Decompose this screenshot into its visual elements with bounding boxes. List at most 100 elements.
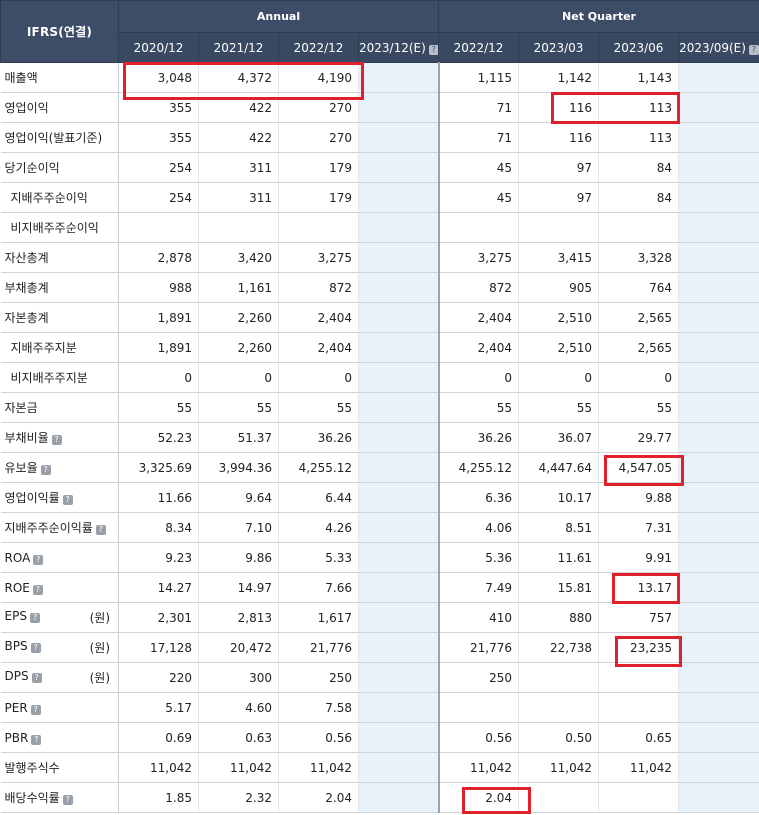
value-cell: 2,260 bbox=[198, 302, 279, 333]
table-row: ROA? 9.23 9.86 5.33 5.36 11.61 9.91 bbox=[0, 542, 759, 573]
table-row: 비지배주주순이익 bbox=[0, 212, 759, 243]
value-cell: 97 bbox=[518, 152, 600, 183]
quarter-col-2-header: 2023/06 bbox=[598, 32, 680, 63]
value-cell: 55 bbox=[437, 392, 520, 423]
help-icon[interactable]: ? bbox=[428, 44, 438, 55]
help-icon[interactable]: ? bbox=[31, 673, 42, 683]
help-icon[interactable]: ? bbox=[40, 465, 51, 475]
value-cell bbox=[358, 332, 440, 363]
help-icon[interactable]: ? bbox=[62, 495, 73, 505]
value-cell: 880 bbox=[518, 602, 600, 633]
value-cell: 0 bbox=[278, 362, 359, 393]
row-label-text: ROA bbox=[4, 550, 31, 565]
value-cell: 7.58 bbox=[278, 692, 359, 723]
value-cell: 410 bbox=[437, 602, 520, 633]
help-icon[interactable]: ? bbox=[62, 795, 73, 805]
value-cell bbox=[358, 422, 440, 453]
help-icon[interactable]: ? bbox=[31, 734, 42, 745]
table-row: ROE? 14.27 14.97 7.66 7.49 15.81 13.17 bbox=[0, 572, 759, 603]
value-cell: 7.31 bbox=[598, 512, 680, 543]
annual-col-1-header: 2021/12 bbox=[198, 32, 279, 63]
column-period-label: 2023/12(E) bbox=[359, 40, 426, 55]
help-icon[interactable]: ? bbox=[30, 704, 41, 715]
value-cell: 51.37 bbox=[198, 422, 279, 453]
value-cell bbox=[678, 662, 759, 693]
row-label: 지배주주순이익률? bbox=[0, 512, 119, 543]
row-label-text: 당기순이익 bbox=[4, 161, 60, 175]
value-cell bbox=[678, 212, 759, 243]
row-label-text: 비지배주주지분 bbox=[10, 371, 88, 385]
value-cell: 3,275 bbox=[437, 242, 520, 273]
value-cell: 422 bbox=[198, 92, 279, 123]
help-icon[interactable]: ? bbox=[29, 613, 40, 623]
value-cell bbox=[358, 722, 440, 753]
value-cell: 0.56 bbox=[278, 722, 359, 753]
value-cell: 2,565 bbox=[598, 332, 680, 363]
value-cell: 2,878 bbox=[118, 242, 199, 273]
value-cell bbox=[358, 212, 440, 243]
row-label-text: 지배주주순이익률 bbox=[4, 521, 93, 535]
value-cell: 2.04 bbox=[278, 782, 359, 813]
row-label-text: BPS bbox=[4, 639, 28, 653]
row-label: 영업이익 bbox=[0, 92, 119, 123]
value-cell: 55 bbox=[598, 392, 680, 423]
table-row: 지배주주지분 1,891 2,260 2,404 2,404 2,510 2,565 bbox=[0, 332, 759, 363]
value-cell bbox=[358, 452, 440, 483]
value-cell bbox=[278, 212, 359, 243]
table-row: EPS? (원) 2,301 2,813 1,617 410 880 757 bbox=[0, 602, 759, 633]
value-cell: 2,404 bbox=[278, 302, 359, 333]
help-icon[interactable]: ? bbox=[33, 554, 44, 565]
value-cell bbox=[518, 662, 600, 693]
row-label: 부채비율? bbox=[0, 422, 119, 453]
value-cell bbox=[678, 122, 759, 153]
column-period-label: 2022/12 bbox=[453, 40, 504, 55]
value-cell bbox=[437, 692, 520, 723]
row-label-text: 자본총계 bbox=[4, 311, 49, 325]
value-cell: 2.04 bbox=[437, 782, 520, 813]
value-cell: 4.60 bbox=[198, 692, 279, 723]
value-cell: 872 bbox=[437, 272, 520, 303]
value-cell bbox=[598, 692, 680, 723]
value-cell: 3,275 bbox=[278, 242, 359, 273]
value-cell: 4,547.05 bbox=[598, 452, 680, 483]
value-cell: 11,042 bbox=[198, 752, 279, 783]
value-cell bbox=[437, 212, 520, 243]
value-cell: 4,372 bbox=[198, 62, 279, 93]
help-icon[interactable]: ? bbox=[51, 435, 62, 445]
value-cell: 7.10 bbox=[198, 512, 279, 543]
table-row: 자산총계 2,878 3,420 3,275 3,275 3,415 3,328 bbox=[0, 242, 759, 273]
value-cell bbox=[678, 542, 759, 573]
value-cell: 0.56 bbox=[437, 722, 520, 753]
value-cell: 9.23 bbox=[118, 542, 199, 573]
value-cell bbox=[358, 152, 440, 183]
value-cell: 250 bbox=[437, 662, 520, 693]
value-cell bbox=[678, 182, 759, 213]
table-row: 부채총계 988 1,161 872 872 905 764 bbox=[0, 272, 759, 303]
value-cell bbox=[358, 242, 440, 273]
annual-col-0-header: 2020/12 bbox=[118, 32, 199, 63]
value-cell: 11,042 bbox=[278, 752, 359, 783]
value-cell bbox=[518, 692, 600, 723]
help-icon[interactable]: ? bbox=[30, 643, 41, 653]
value-cell: 4.06 bbox=[437, 512, 520, 543]
value-cell: 17,128 bbox=[118, 632, 199, 663]
value-cell: 2,404 bbox=[278, 332, 359, 363]
value-cell: 11.66 bbox=[118, 482, 199, 513]
table-row: 지배주주순이익률? 8.34 7.10 4.26 4.06 8.51 7.31 bbox=[0, 512, 759, 543]
row-label: DPS? (원) bbox=[0, 662, 119, 693]
value-cell bbox=[358, 482, 440, 513]
value-cell bbox=[198, 212, 279, 243]
help-icon[interactable]: ? bbox=[748, 44, 759, 55]
column-period-label: 2023/09(E) bbox=[679, 40, 746, 55]
help-icon[interactable]: ? bbox=[32, 584, 43, 595]
value-cell: 71 bbox=[437, 122, 520, 153]
value-cell: 11.61 bbox=[518, 542, 600, 573]
help-icon[interactable]: ? bbox=[95, 525, 106, 535]
value-cell: 14.97 bbox=[198, 572, 279, 603]
value-cell bbox=[358, 272, 440, 303]
value-cell: 22,738 bbox=[518, 632, 600, 663]
table-row: 자본금 55 55 55 55 55 55 bbox=[0, 392, 759, 423]
value-cell: 9.91 bbox=[598, 542, 680, 573]
value-cell bbox=[358, 572, 440, 603]
